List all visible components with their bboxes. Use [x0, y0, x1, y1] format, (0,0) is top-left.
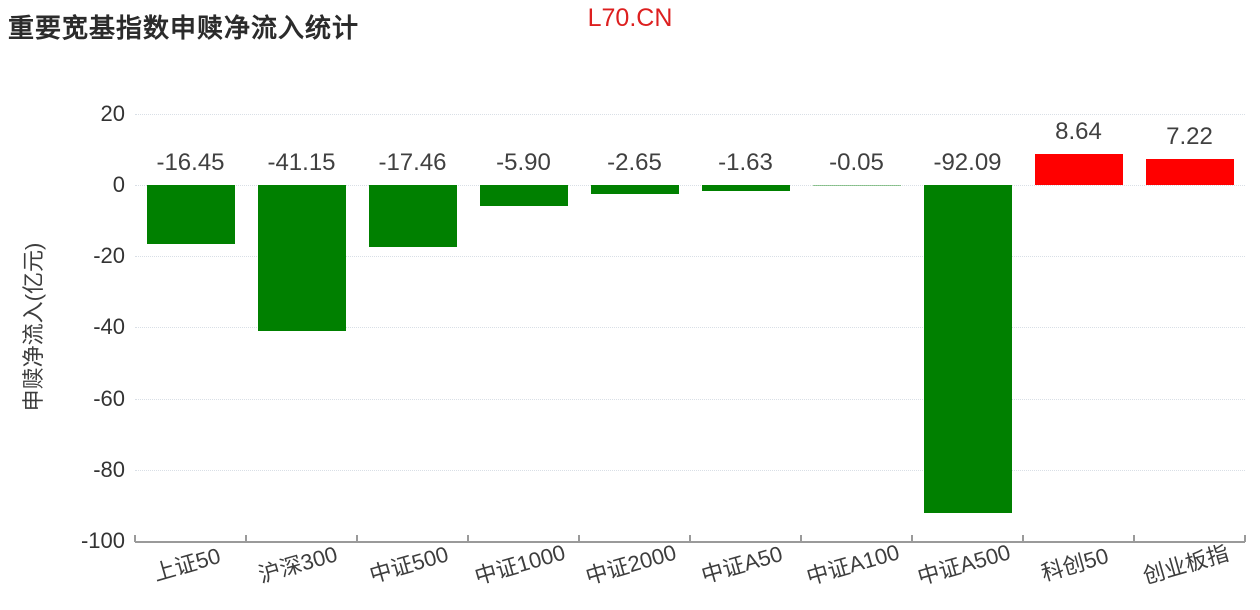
bar-中证A50	[701, 185, 790, 191]
value-label-科创50: 8.64	[1055, 118, 1102, 146]
value-label-创业板指: 7.22	[1166, 123, 1213, 151]
bar-中证A500	[923, 185, 1012, 513]
gridline-y-20	[135, 113, 1245, 115]
x-axis-tick	[1244, 535, 1246, 542]
value-label-上证50: -16.45	[156, 149, 225, 176]
x-axis-tick	[578, 535, 580, 542]
x-axis-tick	[467, 535, 469, 542]
gridline-y-0	[135, 185, 1245, 186]
y-tick-label--100: -100	[80, 528, 125, 553]
x-axis-tick	[911, 535, 913, 542]
x-axis-line	[135, 541, 1245, 543]
gridline-y--80	[135, 469, 1245, 471]
y-tick-label--60: -60	[93, 385, 125, 411]
watermark-text: L70.CN	[587, 4, 673, 32]
bar-创业板指	[1145, 159, 1234, 185]
bar-中证2000	[590, 185, 679, 195]
x-axis-tick	[134, 535, 136, 542]
value-label-中证2000: -2.65	[607, 149, 662, 176]
y-tick-label-0: 0	[112, 172, 125, 197]
bar-沪深300	[257, 185, 346, 332]
bar-科创50	[1034, 154, 1123, 185]
y-tick-label--80: -80	[93, 456, 125, 482]
value-label-沪深300: -41.15	[267, 149, 336, 176]
y-tick-label--40: -40	[93, 314, 125, 340]
bar-上证50	[146, 185, 235, 244]
bar-中证1000	[479, 185, 568, 206]
gridline-y--60	[135, 398, 1245, 400]
value-label-中证A50: -1.63	[718, 149, 773, 176]
value-label-中证1000: -5.90	[496, 149, 551, 176]
bar-中证A100	[812, 185, 901, 186]
gridline-y--40	[135, 327, 1245, 329]
y-axis-title: 申赎净流入(亿元)	[21, 242, 46, 412]
x-axis-tick	[1022, 535, 1024, 542]
x-axis-tick	[245, 535, 247, 542]
y-tick-label--20: -20	[93, 243, 125, 269]
bar-中证500	[368, 185, 457, 248]
value-label-中证500: -17.46	[378, 149, 447, 176]
x-axis-tick	[689, 535, 691, 542]
x-axis-tick	[800, 535, 802, 542]
x-axis-tick	[356, 535, 358, 542]
x-axis-tick	[1133, 535, 1135, 542]
chart-title: 重要宽基指数申赎净流入统计	[8, 13, 360, 43]
value-label-中证A500: -92.09	[933, 149, 1002, 176]
gridline-y--20	[135, 256, 1245, 258]
y-tick-label-20: 20	[100, 100, 125, 126]
value-label-中证A100: -0.05	[829, 149, 884, 176]
